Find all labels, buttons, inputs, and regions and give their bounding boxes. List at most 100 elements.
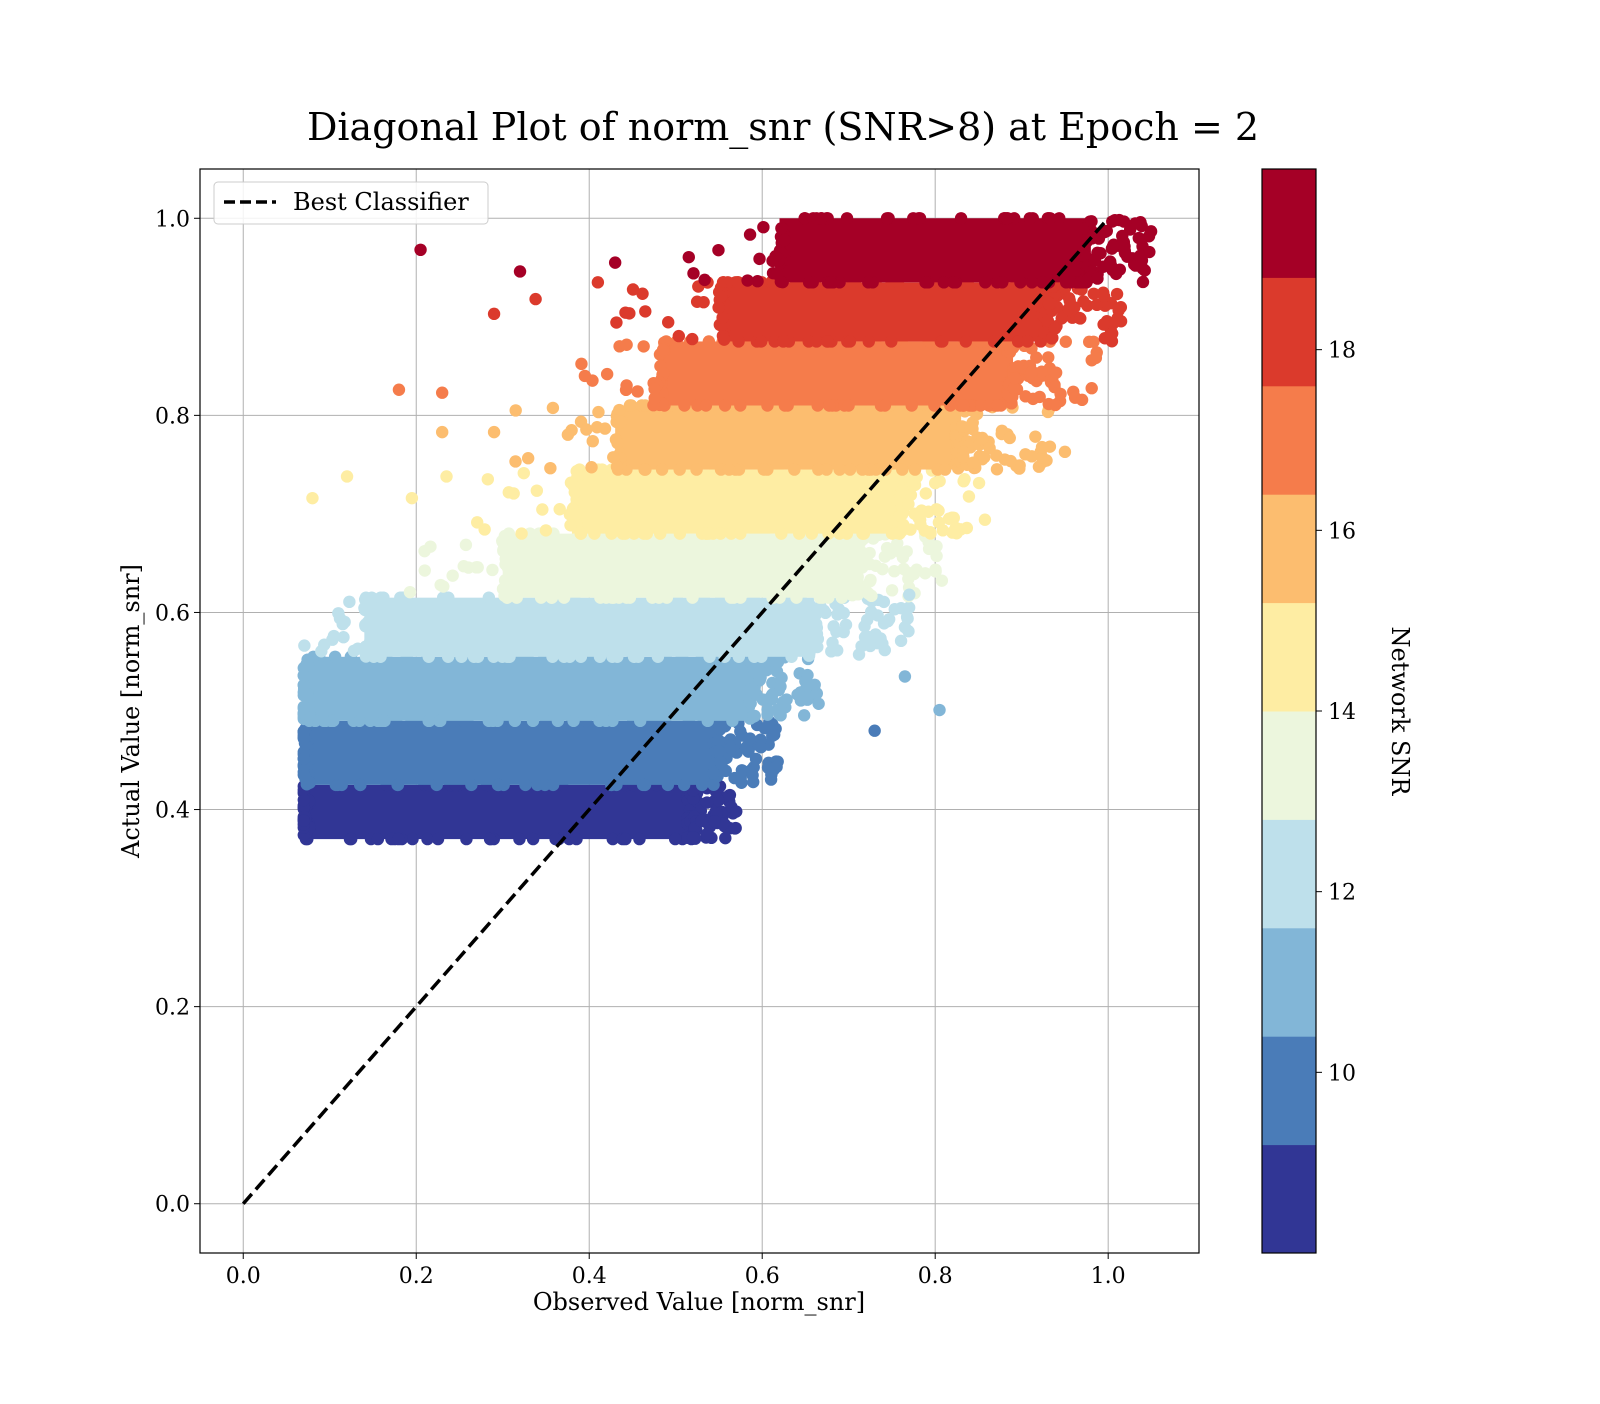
- scatter-point: [633, 714, 647, 728]
- scatter-point: [1077, 295, 1090, 308]
- scatter-point: [707, 766, 720, 780]
- scatter-point: [574, 527, 588, 540]
- scatter-point: [839, 618, 853, 631]
- scatter-point: [702, 527, 715, 540]
- scatter-point: [297, 686, 310, 699]
- scatter-point: [519, 778, 532, 792]
- scatter-point: [852, 562, 866, 575]
- scatter-point: [734, 399, 747, 412]
- scatter-point: [816, 591, 829, 604]
- scatter-point: [502, 486, 515, 499]
- scatter-point: [747, 710, 760, 723]
- scatter-point: [605, 527, 618, 540]
- y-tick-label: 0.2: [155, 996, 190, 1021]
- scatter-point: [714, 290, 728, 303]
- scatter-point: [895, 483, 909, 497]
- scatter-point: [619, 832, 632, 846]
- scatter-point: [775, 222, 788, 235]
- scatter-point: [544, 461, 557, 475]
- scatter-point: [957, 399, 970, 412]
- scatter-point: [580, 423, 593, 436]
- scatter-point: [942, 512, 956, 525]
- scatter-point: [574, 650, 588, 663]
- scatter-point: [421, 832, 434, 846]
- scatter-point: [570, 832, 583, 846]
- scatter-point: [701, 714, 714, 728]
- scatter-point: [932, 504, 945, 517]
- scatter-point: [328, 650, 342, 663]
- scatter-point: [510, 591, 523, 604]
- scatter-point: [557, 591, 571, 604]
- scatter-point: [811, 632, 825, 646]
- scatter-point: [1036, 451, 1049, 464]
- x-tick-label: 0.4: [572, 1264, 607, 1289]
- scatter-point: [793, 527, 806, 540]
- x-tick-label: 0.6: [745, 1264, 780, 1289]
- scatter-point: [1053, 212, 1066, 225]
- scatter-point: [797, 709, 811, 722]
- scatter-point: [636, 778, 650, 792]
- scatter-point: [960, 521, 974, 535]
- scatter-point: [794, 694, 808, 707]
- scatter-point: [418, 564, 431, 577]
- scatter-point: [893, 545, 907, 559]
- scatter-point: [1097, 318, 1110, 331]
- scatter-point: [835, 591, 849, 604]
- scatter-point: [824, 276, 838, 289]
- scatter-point: [722, 463, 736, 476]
- scatter-point: [1082, 335, 1096, 349]
- scatter-point: [1136, 275, 1150, 289]
- scatter-point: [976, 431, 989, 445]
- scatter-point: [947, 276, 960, 289]
- plot-frame: [199, 168, 1200, 1254]
- scatter-point: [1025, 450, 1039, 463]
- scatter-point: [1121, 250, 1134, 263]
- scatter-band-core: [364, 597, 815, 657]
- scatter-point: [563, 650, 576, 663]
- scatter-point: [894, 634, 908, 648]
- scatter-point: [880, 212, 894, 225]
- scatter-point: [546, 650, 559, 663]
- colorbar-tick-label: 12: [1328, 881, 1356, 906]
- scatter-point: [1106, 240, 1120, 253]
- scatter-point: [297, 702, 310, 715]
- colorbar-segment: [1262, 385, 1316, 495]
- scatter-point: [515, 527, 528, 540]
- scatter-point: [1085, 215, 1098, 228]
- colorbar-ticks: 10 12 14 16 18: [1316, 339, 1356, 1086]
- scatter-point: [811, 399, 824, 412]
- scatter-point: [1019, 390, 1032, 403]
- scatter-point: [773, 708, 786, 721]
- scatter-band-core: [502, 533, 858, 598]
- scatter-point: [619, 383, 633, 397]
- scatter-point: [898, 670, 912, 683]
- scatter-point: [611, 436, 624, 450]
- scatter-point: [1012, 335, 1025, 348]
- scatter-point: [766, 254, 779, 268]
- scatter-point: [578, 369, 592, 383]
- scatter-point: [377, 591, 390, 604]
- scatter-point: [686, 591, 699, 604]
- scatter-point: [878, 399, 892, 412]
- scatter-point: [639, 305, 652, 318]
- scatter-point: [957, 450, 970, 464]
- scatter-point: [826, 636, 839, 649]
- scatter-point: [353, 714, 366, 728]
- scatter-point: [306, 491, 319, 505]
- scatter-point: [958, 473, 971, 486]
- scatter-point: [1049, 398, 1062, 412]
- scatter-point: [661, 778, 675, 792]
- scatter-point: [434, 714, 447, 728]
- scatter-point: [626, 283, 640, 296]
- reference-line-layer: [241, 217, 1110, 1205]
- scatter-point: [691, 399, 704, 412]
- scatter-point: [498, 589, 511, 602]
- scatter-point: [780, 693, 793, 706]
- scatter-point: [394, 591, 407, 604]
- scatter-point: [418, 544, 431, 558]
- scatter-point: [620, 338, 633, 351]
- scatter-point: [840, 212, 854, 225]
- scatter-point: [508, 714, 522, 728]
- colorbar-segment: [1262, 277, 1316, 387]
- scatter-point: [297, 725, 310, 738]
